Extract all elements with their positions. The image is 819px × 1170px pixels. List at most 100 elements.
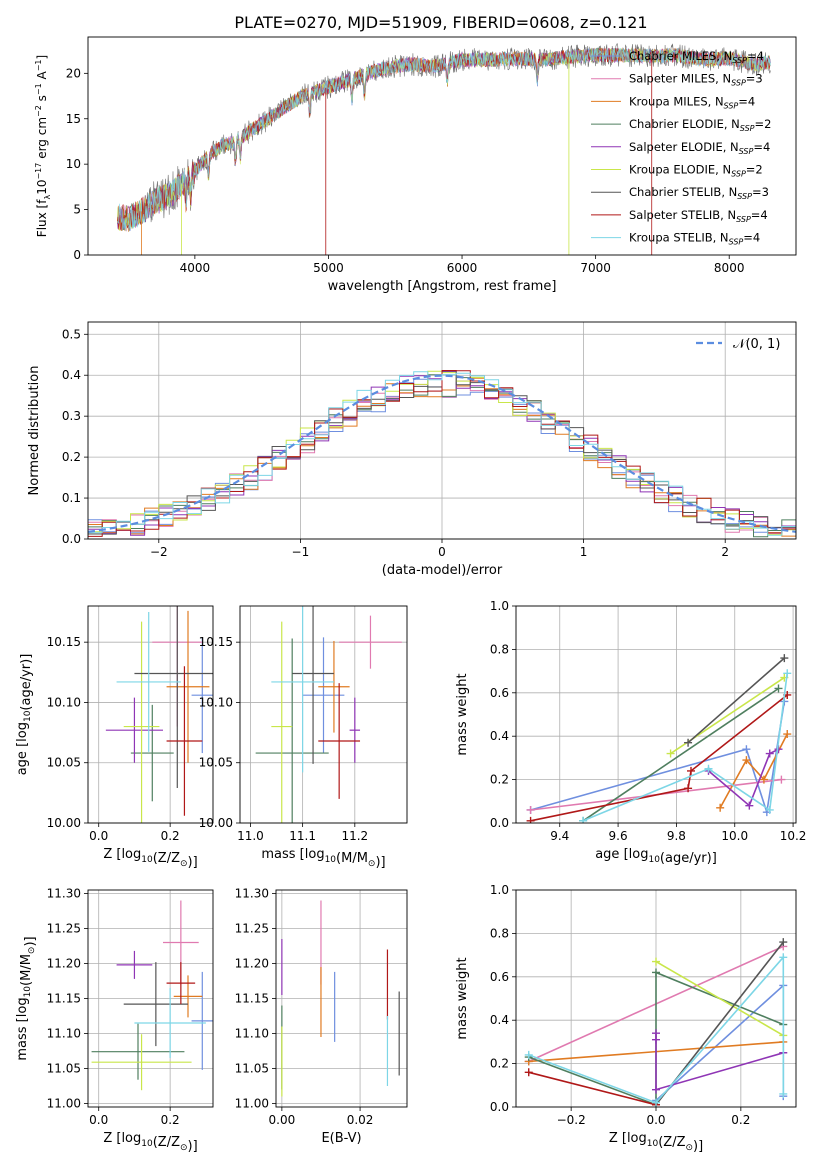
x-axis-label: Z [log10(Z/Z⊙)] bbox=[103, 847, 197, 870]
legend-count: =4 bbox=[738, 94, 755, 108]
x-tick-label: 7000 bbox=[580, 261, 611, 275]
weight-marker bbox=[652, 968, 660, 977]
x-tick-label: 1 bbox=[580, 545, 588, 559]
legend-label: Kroupa STELIB, NSSP=4 bbox=[629, 231, 760, 247]
legend-count: =3 bbox=[752, 185, 769, 199]
weight-marker bbox=[759, 775, 768, 784]
figure-title: PLATE=0270, MJD=51909, FIBERID=0608, z=0… bbox=[234, 13, 647, 32]
weight-line-kroupa-stelib bbox=[528, 955, 785, 1104]
errorbar-chabrier-miles bbox=[302, 637, 345, 754]
x-tick-label: −0.2 bbox=[557, 1113, 586, 1127]
label-part: log bbox=[629, 847, 649, 862]
weight-marker bbox=[742, 745, 751, 754]
x-tick-label: 11.1 bbox=[289, 829, 316, 843]
label-part: Z [ bbox=[103, 1131, 121, 1146]
weight-marker bbox=[652, 1098, 660, 1107]
legend-sub: SSP bbox=[732, 56, 747, 65]
label-part: mass [ bbox=[15, 1017, 30, 1060]
legend-sub: SSP bbox=[731, 79, 746, 88]
y-tick-label: 0.0 bbox=[490, 816, 509, 830]
legend-name: Kroupa STELIB, N bbox=[629, 231, 729, 245]
errorbar-kroupa-miles bbox=[173, 975, 203, 1018]
axes-frame bbox=[87, 605, 214, 824]
histograms bbox=[88, 370, 796, 538]
weight-marker bbox=[745, 801, 754, 810]
weight-marker bbox=[652, 1085, 660, 1094]
errorbars bbox=[255, 606, 402, 823]
y-tick-label: 10.05 bbox=[199, 756, 233, 770]
x-axis-label: Z [log10(Z/Z⊙)] bbox=[103, 1131, 197, 1154]
label-part: λ bbox=[43, 195, 52, 200]
weight-marker bbox=[684, 738, 693, 747]
axes-frame bbox=[87, 321, 797, 540]
label-part: 10 bbox=[35, 180, 49, 195]
spectrum-lines bbox=[117, 43, 771, 255]
label-part: −1 bbox=[34, 83, 43, 95]
y-tick-label: 0.6 bbox=[490, 686, 509, 700]
errorbar-kroupa-miles bbox=[166, 610, 210, 763]
x-tick-label: 5000 bbox=[313, 261, 344, 275]
errorbar-salpeter-elodie bbox=[116, 950, 153, 979]
legend-name: Chabrier MILES, N bbox=[629, 49, 732, 63]
weight-marker bbox=[780, 654, 789, 663]
legend-name: Salpeter MILES, N bbox=[629, 72, 731, 86]
weight-marker bbox=[524, 1050, 533, 1059]
y-tick-label: 0.0 bbox=[62, 532, 81, 546]
errorbars bbox=[91, 900, 213, 1091]
errorbar-chabrier-stelib bbox=[123, 962, 188, 1047]
label-sub: ⊙ bbox=[180, 859, 188, 869]
label-part: Flux [f bbox=[35, 199, 49, 237]
y-tick-label: 0.6 bbox=[490, 970, 509, 984]
label-part: age [ bbox=[595, 847, 628, 862]
weight-marker bbox=[652, 1035, 660, 1044]
weight-marker bbox=[526, 816, 535, 823]
x-tick-label: 0.0 bbox=[89, 829, 108, 843]
y-tick-label: 11.05 bbox=[235, 1062, 269, 1076]
histogram-kroupa-stelib bbox=[88, 371, 796, 536]
axes-spectrum: 4000 5000 6000 7000 8000 0 5 10 15 20 wavelength [… bbox=[34, 36, 797, 294]
y-tick-label: 10 bbox=[66, 157, 81, 171]
label-part: (age/yr)] bbox=[660, 851, 717, 866]
y-tick-label: 0.2 bbox=[62, 450, 81, 464]
label-sub: ⊙ bbox=[180, 1143, 188, 1153]
y-tick-label: 11.10 bbox=[235, 1027, 269, 1041]
y-tick-label: 0.4 bbox=[62, 368, 81, 382]
legend-sub: SSP bbox=[729, 238, 744, 247]
weight-marker bbox=[652, 957, 660, 966]
label-sub: 10 bbox=[648, 855, 660, 865]
legend-count: =2 bbox=[746, 163, 763, 177]
y-tick-label: 0.2 bbox=[490, 1057, 509, 1071]
x-tick-label: 10.2 bbox=[780, 829, 807, 843]
label-part: )] bbox=[23, 936, 38, 946]
errorbar-kroupa-elodie bbox=[123, 621, 160, 823]
label-part: log bbox=[121, 1131, 141, 1146]
errorbar-salpeter-stelib bbox=[166, 666, 203, 816]
y-tick-label: 11.15 bbox=[235, 992, 269, 1006]
errorbar-chabrier-miles bbox=[191, 971, 213, 1070]
x-tick-label: 11.2 bbox=[341, 829, 368, 843]
y-tick-label: 10.00 bbox=[47, 816, 81, 830]
label-part: erg cm bbox=[35, 117, 49, 163]
weight-marker bbox=[783, 730, 792, 739]
y-tick-label: 11.00 bbox=[47, 1097, 81, 1111]
errorbar-kroupa-miles bbox=[318, 640, 350, 733]
x-axis-label: E(B-V) bbox=[321, 1131, 361, 1146]
label-sub: 10 bbox=[647, 1139, 659, 1149]
axes-weight-vs-age: 9.4 9.6 9.8 10.0 10.2 0.0 0.2 0.4 0.6 0.8 1.0 age [… bbox=[455, 599, 806, 866]
errorbars bbox=[281, 900, 400, 1097]
y-tick-label: 1.0 bbox=[490, 883, 509, 897]
x-tick-label: −1 bbox=[292, 545, 310, 559]
y-tick-label: 11.15 bbox=[47, 992, 81, 1006]
y-axis-label: age [log10(age/yr)] bbox=[15, 654, 34, 776]
y-tick-label: 15 bbox=[66, 112, 81, 126]
x-tick-label: 11.0 bbox=[237, 829, 264, 843]
legend-name: Chabrier ELODIE, N bbox=[629, 117, 740, 131]
y-tick-label: 0.8 bbox=[490, 926, 509, 940]
x-tick-label: 0 bbox=[438, 545, 446, 559]
legend-label: Salpeter STELIB, NSSP=4 bbox=[629, 208, 768, 224]
x-tick-label: 8000 bbox=[714, 261, 745, 275]
y-tick-label: 11.00 bbox=[235, 1097, 269, 1111]
legend-label: Kroupa MILES, NSSP=4 bbox=[629, 94, 755, 110]
axes-weight-vs-Z: −0.2 0.0 0.2 0.0 0.2 0.4 0.6 0.8 1.0 Z [log10(Z/Z… bbox=[455, 883, 797, 1154]
label-part: Z [ bbox=[609, 1131, 627, 1146]
